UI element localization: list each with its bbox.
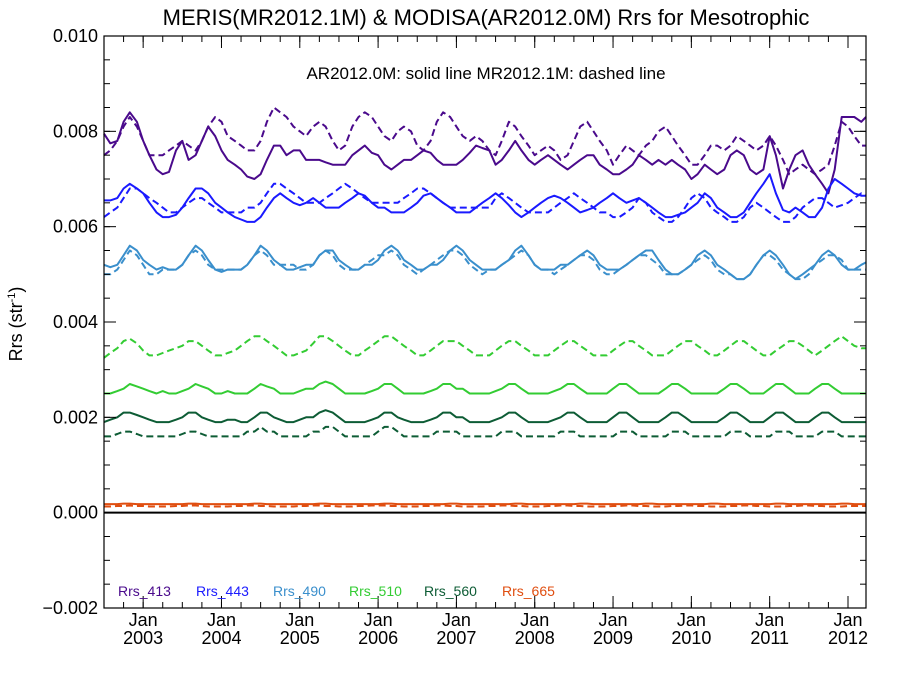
y-axis-label-close: )	[6, 287, 26, 293]
series-line-rrs-490-dashed	[104, 249, 866, 281]
x-tick-label-month: Jan	[207, 610, 236, 630]
series-line-rrs-560-solid	[103, 409, 866, 424]
y-tick-label: 0.000	[53, 503, 98, 523]
series-line-rrs-665-dashed	[104, 504, 866, 508]
y-tick-label: 0.006	[53, 217, 98, 237]
series-line-rrs-413-dashed	[103, 106, 866, 176]
series-line-rrs-665-solid	[104, 502, 866, 506]
series-line-rrs-510-solid	[104, 380, 866, 395]
x-tick-label-month: Jan	[129, 610, 158, 630]
y-axis-label-main: Rrs (str	[6, 302, 26, 361]
series-line-rrs-413-solid	[103, 111, 867, 195]
x-tick-label-month: Jan	[520, 610, 549, 630]
y-tick-label: −0.002	[42, 598, 98, 618]
x-tick-label-month: Jan	[755, 610, 784, 630]
series-line-rrs-560-dashed	[104, 425, 866, 438]
legend-entry: Rrs_490	[273, 583, 326, 599]
x-tick-label-year: 2006	[358, 628, 398, 648]
x-tick-label-year: 2012	[828, 628, 868, 648]
y-axis-label-sup: -1	[6, 293, 18, 303]
plot-area: −0.0020.0000.0020.0040.0060.0080.010Jan2…	[42, 26, 868, 648]
x-tick-label-month: Jan	[677, 610, 706, 630]
x-tick-label-year: 2005	[280, 628, 320, 648]
y-tick-label: 0.008	[53, 121, 98, 141]
series-line-rrs-443-dashed	[103, 182, 867, 223]
legend-entry: Rrs_510	[349, 583, 402, 599]
legend-entry: Rrs_560	[424, 583, 477, 599]
y-tick-label: 0.002	[53, 407, 98, 427]
x-tick-label-year: 2010	[671, 628, 711, 648]
y-tick-label: 0.004	[53, 312, 98, 332]
x-tick-label-month: Jan	[442, 610, 471, 630]
line-style-note: AR2012.0M: solid line MR2012.1M: dashed …	[306, 64, 665, 83]
chart-title: MERIS(MR2012.1M) & MODISA(AR2012.0M) Rrs…	[163, 5, 810, 30]
x-tick-label-month: Jan	[285, 610, 314, 630]
series-line-rrs-490-solid	[103, 244, 867, 281]
x-tick-label-year: 2008	[515, 628, 555, 648]
x-tick-label-year: 2009	[593, 628, 633, 648]
x-tick-label-month: Jan	[833, 610, 862, 630]
series-line-rrs-510-dashed	[103, 335, 866, 359]
plot-frame	[103, 35, 867, 609]
legend: Rrs_413 Rrs_443 Rrs_490 Rrs_510 Rrs_560 Rrs_6…	[118, 583, 555, 599]
x-tick-label-year: 2003	[123, 628, 163, 648]
legend-entry: Rrs_665	[502, 583, 555, 599]
x-tick-label-year: 2011	[750, 628, 789, 648]
x-tick-label-year: 2007	[436, 628, 476, 648]
x-tick-label-month: Jan	[599, 610, 628, 630]
legend-entry: Rrs_413	[118, 583, 171, 599]
x-tick-label-year: 2004	[201, 628, 241, 648]
x-tick-label-month: Jan	[364, 610, 393, 630]
y-tick-label: 0.010	[53, 26, 98, 46]
series-line-rrs-443-solid	[104, 173, 866, 223]
y-axis-label: Rrs (str-1)	[6, 287, 26, 362]
legend-entry: Rrs_443	[196, 583, 249, 599]
